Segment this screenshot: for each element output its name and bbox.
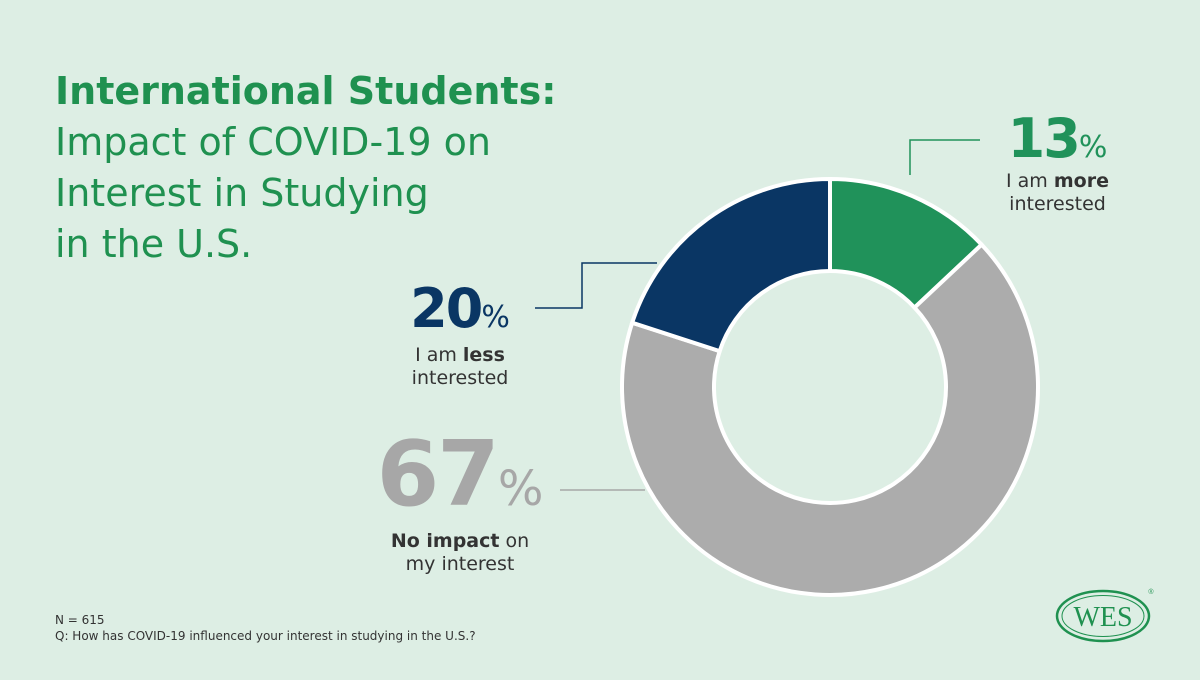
- title-line-2: Impact of COVID-19 on: [55, 120, 491, 164]
- label-less: I am less interested: [385, 344, 535, 390]
- value-more-number: 13: [1007, 107, 1081, 170]
- footnote: N = 615 Q: How has COVID-19 influenced y…: [55, 612, 476, 644]
- page-title: International Students: Impact of COVID-…: [55, 66, 615, 270]
- value-none-number: 67: [376, 422, 500, 527]
- label-more-post: interested: [1009, 193, 1106, 215]
- leader-line-more: [909, 139, 980, 175]
- title-line-1: International Students:: [55, 69, 557, 113]
- registered-mark: ®: [1148, 588, 1154, 596]
- callout-more: 13% I am more interested: [985, 112, 1130, 216]
- title-line-4: in the U.S.: [55, 222, 253, 266]
- label-less-pre: I am: [415, 344, 463, 366]
- wes-logo: WES ®: [1055, 588, 1154, 643]
- value-more-pct: %: [1078, 130, 1108, 165]
- title-line-3: Interest in Studying: [55, 171, 429, 215]
- label-none-bold: No impact: [390, 530, 500, 552]
- label-less-post: interested: [411, 367, 509, 389]
- label-less-bold: less: [462, 344, 505, 366]
- slice-none: [620, 241, 1040, 597]
- value-less-pct: %: [481, 300, 510, 335]
- survey-question: Q: How has COVID-19 influenced your inte…: [55, 629, 476, 643]
- leader-lines: [535, 139, 980, 491]
- label-none: No impact on my interest: [360, 530, 560, 576]
- leader-line-less: [535, 262, 657, 309]
- donut-slices: [620, 176, 1040, 597]
- value-none-pct: %: [497, 461, 544, 517]
- value-less-number: 20: [410, 277, 483, 340]
- label-more-pre: I am: [1006, 170, 1054, 192]
- label-more-bold: more: [1053, 170, 1109, 192]
- callout-none: 67% No impact on my interest: [360, 430, 560, 576]
- label-none-post1: on: [499, 530, 530, 552]
- sample-size: N = 615: [55, 613, 105, 627]
- callout-less: 20% I am less interested: [385, 282, 535, 390]
- value-label-none: 67%: [360, 430, 560, 520]
- label-none-post2: my interest: [405, 553, 515, 575]
- wes-logo-text: WES: [1073, 602, 1132, 633]
- value-label-more: 13%: [985, 112, 1130, 166]
- slice-less: [629, 176, 832, 354]
- label-more: I am more interested: [985, 170, 1130, 216]
- value-label-less: 20%: [385, 282, 535, 336]
